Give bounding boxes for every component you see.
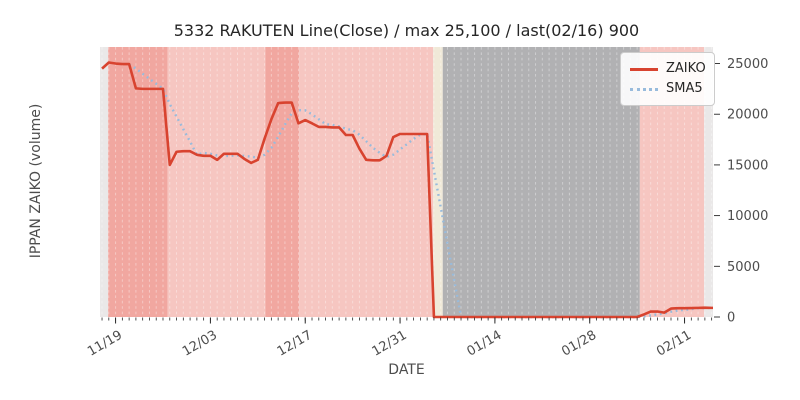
legend-label-zaiko: ZAIKO [666, 61, 706, 76]
zaiko-line [101, 61, 713, 319]
y-tick-label: 20000 [727, 108, 768, 123]
zaiko-line-swatch-icon [630, 67, 658, 71]
x-tick-label: 12/31 [370, 328, 410, 360]
x-tick-label: 02/11 [654, 328, 694, 360]
background-band [265, 47, 300, 317]
y-tick-label: 10000 [727, 209, 768, 224]
background-band [100, 47, 109, 317]
background-band [167, 47, 266, 317]
x-tick-label: 01/14 [464, 328, 504, 360]
y-tick-label: 5000 [727, 260, 760, 275]
legend-label-sma5: SMA5 [666, 81, 703, 96]
x-tick-label: 11/19 [85, 328, 125, 360]
legend-item-zaiko: ZAIKO [630, 59, 706, 79]
x-tick-label: 01/28 [559, 328, 599, 360]
x-tick-label: 12/03 [180, 328, 220, 360]
y-tick-label: 15000 [727, 158, 768, 173]
background-band [108, 47, 168, 317]
x-axis-label: DATE [388, 362, 425, 378]
y-axis-label: IPPAN ZAIKO (volume) [28, 103, 44, 259]
background-band [433, 47, 443, 317]
background-band [442, 47, 640, 317]
background-band [704, 47, 713, 317]
chart-title: 5332 RAKUTEN Line(Close) / max 25,100 / … [173, 21, 640, 40]
sma5-dotted-swatch-icon [630, 87, 658, 91]
y-tick-label: 0 [727, 311, 735, 326]
background-band [299, 47, 434, 317]
x-tick-label: 12/17 [275, 328, 315, 360]
legend-item-sma5: SMA5 [630, 79, 705, 99]
legend: ZAIKO SMA5 [620, 52, 715, 106]
plot-content [100, 47, 713, 319]
y-tick-label: 25000 [727, 57, 768, 72]
